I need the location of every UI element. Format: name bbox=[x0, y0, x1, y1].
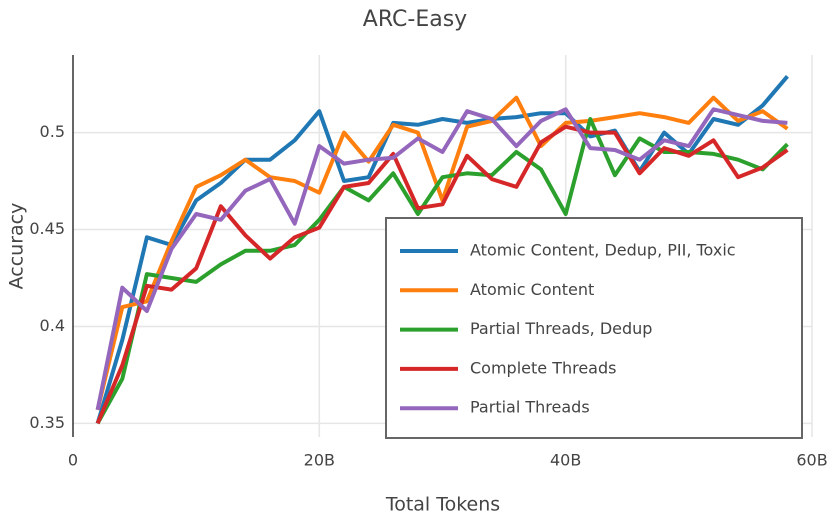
legend-label: Atomic Content bbox=[470, 280, 594, 299]
legend-label: Atomic Content, Dedup, PII, Toxic bbox=[470, 241, 736, 260]
legend: Atomic Content, Dedup, PII, Toxic Atomic … bbox=[385, 217, 803, 439]
x-tick-label: 20B bbox=[304, 451, 335, 470]
y-axis-label: Accuracy bbox=[6, 203, 28, 290]
x-axis-label: Total Tokens bbox=[385, 494, 500, 516]
x-tick-label: 60B bbox=[796, 451, 827, 470]
legend-label: Complete Threads bbox=[470, 358, 616, 377]
y-tick-label: 0.4 bbox=[40, 316, 65, 335]
legend-label: Partial Threads, Dedup bbox=[470, 319, 652, 338]
y-tick-label: 0.45 bbox=[29, 219, 65, 238]
chart-title: ARC-Easy bbox=[363, 7, 467, 32]
series-line bbox=[95, 107, 788, 411]
series-line bbox=[95, 75, 789, 424]
legend-label: Partial Threads bbox=[470, 398, 590, 417]
series-line bbox=[95, 124, 789, 425]
y-tick-label: 0.5 bbox=[40, 122, 65, 141]
grid: 0.35 0.4 0.45 0.5 0 20B 40B 60B bbox=[29, 55, 828, 470]
x-tick-label: 0 bbox=[68, 451, 78, 470]
x-tick-label: 40B bbox=[550, 451, 581, 470]
lines bbox=[95, 75, 789, 425]
y-tick-label: 0.35 bbox=[29, 413, 65, 432]
